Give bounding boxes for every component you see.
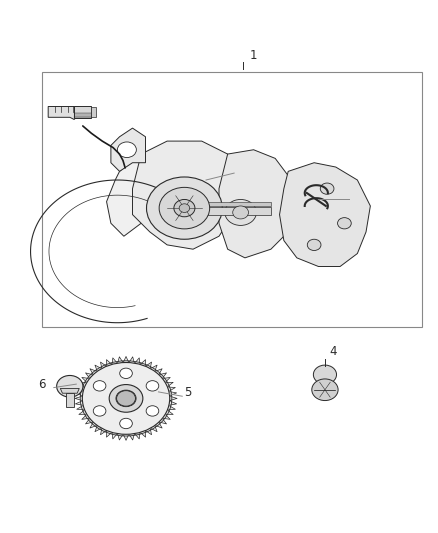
Text: 3: 3 — [351, 188, 358, 201]
Bar — [42, 72, 422, 327]
Polygon shape — [202, 207, 271, 215]
Ellipse shape — [146, 381, 159, 391]
Ellipse shape — [147, 177, 223, 239]
Ellipse shape — [179, 204, 190, 213]
Text: 5: 5 — [184, 386, 192, 399]
Polygon shape — [60, 389, 79, 393]
Polygon shape — [106, 154, 167, 236]
Ellipse shape — [57, 375, 83, 397]
Text: 6: 6 — [39, 377, 46, 391]
Text: 2: 2 — [236, 160, 244, 173]
Polygon shape — [318, 376, 332, 387]
Ellipse shape — [225, 199, 256, 225]
Ellipse shape — [120, 418, 132, 429]
Ellipse shape — [338, 217, 351, 229]
Ellipse shape — [82, 362, 170, 434]
Polygon shape — [133, 141, 240, 249]
Ellipse shape — [120, 368, 132, 378]
Polygon shape — [202, 203, 271, 206]
Ellipse shape — [93, 406, 106, 416]
Text: 1: 1 — [249, 49, 257, 61]
Ellipse shape — [117, 391, 135, 406]
Ellipse shape — [312, 379, 338, 401]
Polygon shape — [91, 107, 96, 117]
Ellipse shape — [233, 206, 248, 219]
Bar — [74, 106, 92, 118]
Polygon shape — [279, 163, 371, 266]
Polygon shape — [75, 357, 177, 440]
Ellipse shape — [320, 183, 334, 195]
Ellipse shape — [174, 199, 195, 217]
Text: 4: 4 — [329, 345, 337, 358]
Ellipse shape — [109, 384, 143, 412]
Ellipse shape — [93, 381, 106, 391]
Polygon shape — [66, 393, 74, 407]
Ellipse shape — [313, 365, 336, 384]
Ellipse shape — [116, 390, 136, 407]
Polygon shape — [321, 366, 328, 373]
Polygon shape — [48, 107, 78, 119]
Polygon shape — [111, 128, 145, 172]
Ellipse shape — [159, 188, 210, 229]
Ellipse shape — [307, 239, 321, 251]
Ellipse shape — [117, 142, 136, 158]
Polygon shape — [219, 150, 297, 258]
Ellipse shape — [146, 406, 159, 416]
